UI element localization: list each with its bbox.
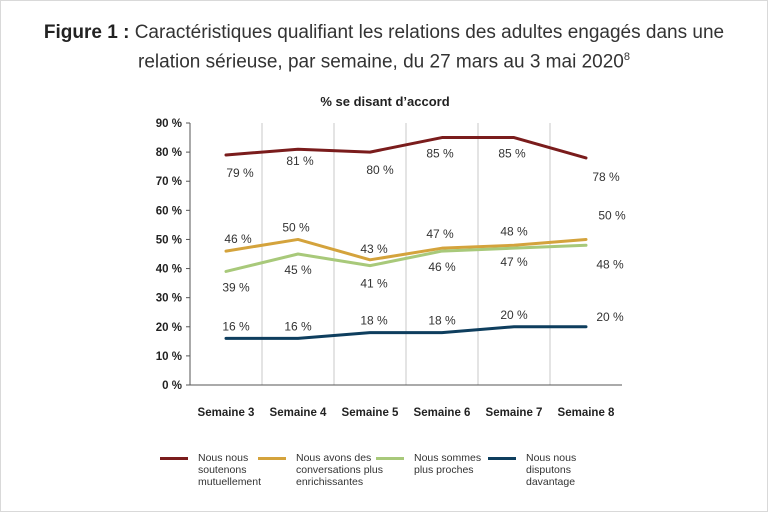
data-label: 81 % [286, 154, 314, 168]
data-label: 48 % [596, 257, 624, 271]
legend-label: Nous nous disputons davantage [526, 452, 577, 488]
legend-swatch [160, 457, 188, 460]
x-tick-label: Semaine 6 [414, 407, 471, 419]
figure-title: Figure 1 : Caractéristiques qualifiant l… [0, 20, 768, 74]
x-tick-label: Semaine 5 [342, 407, 399, 419]
data-label: 79 % [226, 166, 254, 180]
y-tick-label: 70 % [156, 176, 182, 188]
legend-swatch [258, 457, 286, 460]
y-tick-label: 0 % [162, 380, 182, 392]
data-label: 85 % [498, 147, 526, 161]
data-label: 46 % [224, 232, 252, 246]
data-label: 41 % [360, 277, 388, 291]
series-line [224, 237, 588, 262]
data-label: 85 % [426, 147, 454, 161]
y-tick-label: 10 % [156, 351, 182, 363]
data-label: 78 % [592, 170, 620, 184]
data-label: 16 % [222, 319, 250, 333]
data-label: 47 % [426, 227, 454, 241]
figure-title-line2: relation sérieuse, par semaine, du 27 ma… [138, 51, 624, 73]
data-label: 47 % [500, 255, 528, 269]
x-tick-label: Semaine 7 [486, 407, 543, 419]
data-label: 50 % [282, 220, 310, 234]
data-label: 50 % [598, 208, 626, 222]
legend-label: Nous avons des conversations plus enrich… [296, 452, 383, 488]
data-label: 20 % [596, 310, 624, 324]
footnote-mark: 8 [623, 51, 630, 63]
y-tick-label: 20 % [156, 322, 182, 334]
data-label: 43 % [360, 242, 388, 256]
legend-swatch [488, 457, 516, 460]
y-tick-label: 80 % [156, 147, 182, 159]
x-tick-label: Semaine 3 [198, 407, 255, 419]
data-label: 18 % [360, 314, 388, 328]
series-line [224, 136, 588, 160]
legend-label: Nous nous soutenons mutuellement [198, 452, 262, 488]
data-label: 45 % [284, 263, 312, 277]
y-tick-label: 90 % [156, 118, 182, 130]
series-line [224, 243, 588, 273]
legend-label: Nous sommes plus proches [414, 452, 482, 476]
data-label: 16 % [284, 319, 312, 333]
y-tick-label: 60 % [156, 205, 182, 217]
chart-title: % se disant d’accord [320, 94, 449, 109]
data-label: 20 % [500, 308, 528, 322]
data-label: 46 % [428, 260, 456, 274]
y-tick-label: 30 % [156, 293, 182, 305]
y-tick-label: 50 % [156, 234, 182, 246]
series-line [224, 325, 588, 340]
figure-title-line1: Caractéristiques qualifiant les relation… [134, 22, 725, 43]
y-tick-label: 40 % [156, 264, 182, 276]
legend-swatch [376, 457, 404, 460]
figure-label: Figure 1 : [43, 22, 130, 43]
x-tick-label: Semaine 8 [558, 407, 615, 419]
data-label: 48 % [500, 224, 528, 238]
data-label: 18 % [428, 314, 456, 328]
x-tick-label: Semaine 4 [270, 407, 327, 419]
data-label: 80 % [366, 163, 394, 177]
data-label: 39 % [222, 280, 250, 294]
